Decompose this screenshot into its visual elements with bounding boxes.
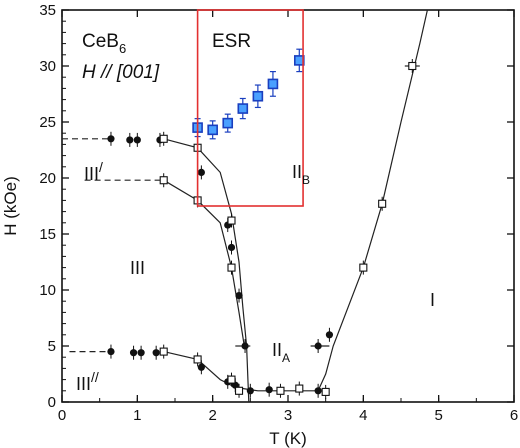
field-direction-label: H // [001]: [82, 62, 160, 83]
data-point-open-square: [193, 355, 202, 364]
phase-label-III-double-prime: III//: [76, 369, 99, 394]
x-tick-label: 0: [58, 407, 66, 424]
phase-boundary-line: [163, 179, 245, 347]
data-point-open-square: [159, 347, 168, 356]
esr-data-point: [222, 117, 234, 129]
data-point-filled-circle: [197, 363, 205, 371]
compound-label: CeB6: [82, 31, 126, 56]
data-point-filled-circle: [197, 168, 205, 176]
phase-label-IIA: IIA: [272, 340, 290, 365]
esr-data-point: [252, 90, 264, 102]
data-point-open-square: [234, 386, 244, 395]
data-point-open-square: [159, 176, 168, 185]
esr-region-box: [196, 9, 304, 207]
data-point-open-square: [159, 134, 168, 143]
esr-data-point: [267, 78, 279, 90]
data-point-filled-circle: [241, 342, 249, 350]
x-tick-label: 2: [208, 407, 216, 424]
y-tick-label: 20: [39, 170, 56, 187]
y-tick-label: 5: [48, 338, 56, 355]
esr-data-point: [237, 103, 249, 114]
data-point-filled-circle: [107, 135, 115, 143]
data-point-filled-circle: [107, 348, 115, 356]
phase-boundary-line: [163, 9, 428, 392]
phase-label-III: III: [130, 258, 145, 278]
x-tick-label: 6: [510, 407, 518, 424]
data-point-open-square: [227, 375, 236, 384]
y-tick-label: 0: [48, 394, 56, 411]
data-point-filled-circle: [133, 136, 141, 144]
data-point-open-square: [378, 199, 387, 208]
x-tick-label: 5: [434, 407, 442, 424]
data-point-filled-circle: [314, 387, 322, 395]
data-point-open-square: [276, 386, 285, 395]
esr-label: ESR: [212, 31, 251, 52]
x-tick-label: 1: [133, 407, 141, 424]
data-point-filled-circle: [137, 349, 145, 357]
data-point-filled-circle: [246, 387, 254, 395]
data-point-filled-circle: [227, 243, 236, 252]
x-tick-label: 3: [284, 407, 292, 424]
data-point-filled-circle: [314, 342, 322, 350]
data-point-filled-circle: [325, 331, 334, 339]
y-tick-label: 35: [39, 2, 56, 19]
y-tick-label: 30: [39, 58, 56, 75]
data-point-open-square: [227, 216, 236, 225]
x-axis-label: T (K): [269, 429, 306, 448]
data-point-filled-circle: [152, 349, 160, 357]
data-point-filled-circle: [265, 386, 273, 394]
data-point-open-square: [408, 61, 417, 71]
phase-label-I: I: [430, 290, 435, 310]
phase-boundary-line: [163, 138, 250, 403]
y-tick-label: 25: [39, 114, 56, 131]
data-point-open-square: [321, 387, 330, 396]
x-tick-label: 4: [359, 407, 367, 424]
data-point-filled-circle: [129, 349, 138, 357]
data-point-open-square: [295, 384, 304, 393]
y-tick-label: 15: [39, 226, 56, 243]
data-point-filled-circle: [126, 136, 134, 144]
y-tick-label: 10: [39, 282, 56, 299]
phase-label-IIB: IIB: [292, 162, 310, 187]
data-point-filled-circle: [235, 292, 243, 300]
y-axis-label: H (kOe): [1, 176, 20, 236]
esr-data-point: [207, 124, 218, 136]
data-point-open-square: [359, 263, 368, 272]
data-point-open-square: [227, 263, 236, 272]
phase-label-III-prime: III/: [84, 159, 103, 184]
